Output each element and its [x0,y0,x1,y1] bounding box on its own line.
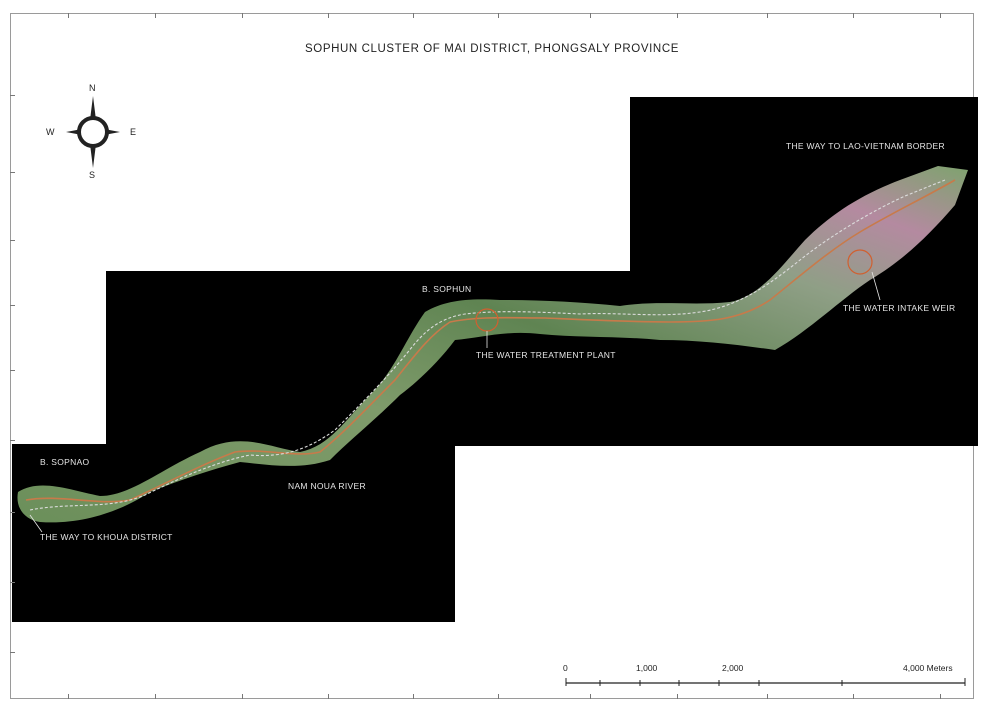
graticule-tick-bottom [413,694,414,699]
scale-label-0: 0 [563,663,568,673]
scale-bar-graphic [565,678,966,686]
nam-noua-river-line [25,179,956,503]
scale-label-1000: 1,000 [636,663,658,673]
water-intake-weir-marker [847,249,873,275]
graticule-tick-left [10,240,15,241]
graticule-tick-left [10,172,15,173]
khoua-leader [29,514,43,533]
imagery-extent-left [12,444,455,622]
label-water-treatment-plant: THE WATER TREATMENT PLANT [476,350,616,360]
label-b-sophun: B. SOPHUN [422,284,472,294]
graticule-tick-bottom [590,694,591,699]
graticule-tick-left [10,440,15,441]
graticule-tick-left [10,582,15,583]
graticule-tick-left [10,95,15,96]
north-arrow: N S E W [46,82,148,182]
compass-south: S [89,170,96,180]
scale-label-4000: 4,000 Meters [903,663,953,673]
graticule-tick-top [590,13,591,18]
graticule-tick-bottom [242,694,243,699]
label-nam-noua-river: NAM NOUA RIVER [288,481,366,491]
graticule-tick-top [767,13,768,18]
graticule-tick-top [498,13,499,18]
graticule-tick-bottom [853,694,854,699]
graticule-tick-bottom [940,694,941,699]
graticule-tick-left [10,370,15,371]
label-water-intake-weir: THE WATER INTAKE WEIR [843,303,956,313]
terrain-corridor [17,166,968,523]
graticule-tick-bottom [677,694,678,699]
graticule-tick-top [853,13,854,18]
graticule-tick-bottom [155,694,156,699]
compass-west: W [46,127,55,137]
road-line [29,179,946,511]
graticule-tick-bottom [68,694,69,699]
graticule-tick-top [242,13,243,18]
intake-weir-leader [871,271,881,301]
compass-north: N [89,83,96,93]
graticule-tick-bottom [328,694,329,699]
graticule-tick-top [68,13,69,18]
graticule-tick-top [328,13,329,18]
compass-rose-icon [66,96,120,168]
scale-label-2000: 2,000 [722,663,744,673]
compass-east: E [130,127,137,137]
label-b-sopnao: B. SOPNAO [40,457,90,467]
graticule-tick-top [413,13,414,18]
label-way-to-khoua: THE WAY TO KHOUA DISTRICT [40,532,173,542]
label-way-to-border: THE WAY TO LAO-VIETNAM BORDER [786,141,945,151]
map-title: SOPHUN CLUSTER OF MAI DISTRICT, PHONGSAL… [305,43,679,55]
graticule-tick-left [10,305,15,306]
graticule-tick-left [10,512,15,513]
graticule-tick-bottom [767,694,768,699]
graticule-tick-bottom [498,694,499,699]
graticule-tick-top [155,13,156,18]
graticule-tick-top [940,13,941,18]
graticule-tick-left [10,652,15,653]
graticule-tick-top [677,13,678,18]
